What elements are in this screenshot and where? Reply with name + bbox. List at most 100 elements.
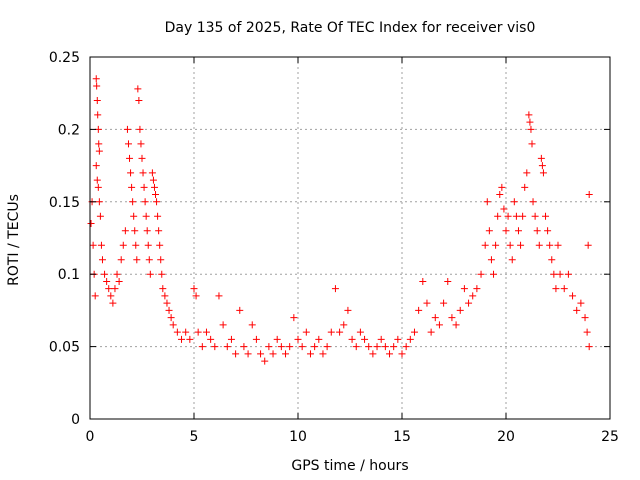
data-point	[494, 212, 502, 220]
data-point	[508, 256, 516, 264]
data-point	[111, 285, 119, 293]
data-point	[129, 198, 137, 206]
data-point	[87, 220, 95, 228]
y-tick-label: 0.2	[58, 122, 80, 138]
data-point	[89, 241, 97, 249]
data-point	[98, 256, 106, 264]
data-point	[294, 335, 302, 343]
data-point	[356, 328, 364, 336]
y-tick-label: 0	[71, 412, 80, 428]
data-point	[435, 321, 443, 329]
data-point	[93, 176, 101, 184]
data-point	[554, 241, 562, 249]
data-point	[452, 321, 460, 329]
data-point	[265, 343, 273, 351]
data-point	[240, 343, 248, 351]
data-point	[504, 212, 512, 220]
data-point	[92, 162, 100, 170]
data-point	[352, 343, 360, 351]
data-point	[165, 306, 173, 314]
data-point	[190, 285, 198, 293]
data-point	[390, 343, 398, 351]
data-point	[485, 227, 493, 235]
data-point	[556, 270, 564, 278]
data-point	[410, 328, 418, 336]
x-tick-label: 0	[86, 429, 95, 445]
y-axis-label: ROTI / TECUs	[6, 194, 22, 286]
data-point	[156, 241, 164, 249]
data-point	[115, 277, 123, 285]
data-point	[423, 299, 431, 307]
data-point	[244, 350, 252, 358]
data-point	[315, 335, 323, 343]
data-point	[95, 140, 103, 148]
data-point	[202, 328, 210, 336]
data-point	[456, 306, 464, 314]
data-point	[163, 299, 171, 307]
data-point	[252, 335, 260, 343]
data-point	[124, 140, 132, 148]
data-point	[386, 350, 394, 358]
data-point	[487, 256, 495, 264]
data-point	[444, 277, 452, 285]
data-point	[153, 198, 161, 206]
data-point	[546, 241, 554, 249]
data-point	[93, 82, 101, 90]
data-point	[186, 335, 194, 343]
data-point	[537, 154, 545, 162]
data-point	[248, 321, 256, 329]
data-point	[142, 212, 150, 220]
data-point	[496, 191, 504, 199]
data-point	[377, 335, 385, 343]
data-point	[173, 328, 181, 336]
data-point	[141, 198, 149, 206]
data-point	[473, 285, 481, 293]
x-tick-label: 25	[601, 429, 619, 445]
data-point	[178, 335, 186, 343]
data-point	[542, 212, 550, 220]
x-axis-label: GPS time / hours	[291, 458, 408, 474]
data-point	[261, 357, 269, 365]
data-point	[564, 270, 572, 278]
data-point	[128, 183, 136, 191]
data-point	[107, 292, 115, 300]
data-point	[302, 328, 310, 336]
data-point	[514, 227, 522, 235]
data-point	[257, 350, 265, 358]
data-point	[512, 212, 520, 220]
data-point	[131, 227, 139, 235]
plot-frame	[89, 56, 611, 420]
data-point	[138, 154, 146, 162]
data-point	[535, 241, 543, 249]
data-point	[135, 96, 143, 104]
data-point	[269, 350, 277, 358]
data-point	[319, 350, 327, 358]
data-point	[323, 343, 331, 351]
data-point	[531, 212, 539, 220]
data-point	[394, 335, 402, 343]
data-point	[406, 335, 414, 343]
data-point	[517, 241, 525, 249]
data-point	[94, 111, 102, 119]
data-point	[550, 270, 558, 278]
data-point	[273, 335, 281, 343]
data-point	[583, 328, 591, 336]
data-point	[481, 241, 489, 249]
data-point	[134, 85, 142, 93]
data-point	[149, 176, 157, 184]
data-point	[132, 241, 140, 249]
data-point	[219, 321, 227, 329]
data-point	[109, 299, 117, 307]
data-point	[492, 241, 500, 249]
data-point	[523, 169, 531, 177]
data-point	[232, 350, 240, 358]
data-point	[581, 314, 589, 322]
data-point	[306, 350, 314, 358]
data-point	[290, 314, 298, 322]
data-point	[577, 299, 585, 307]
x-tick-label: 5	[190, 429, 199, 445]
data-point	[311, 343, 319, 351]
data-point	[369, 350, 377, 358]
data-point	[117, 256, 125, 264]
